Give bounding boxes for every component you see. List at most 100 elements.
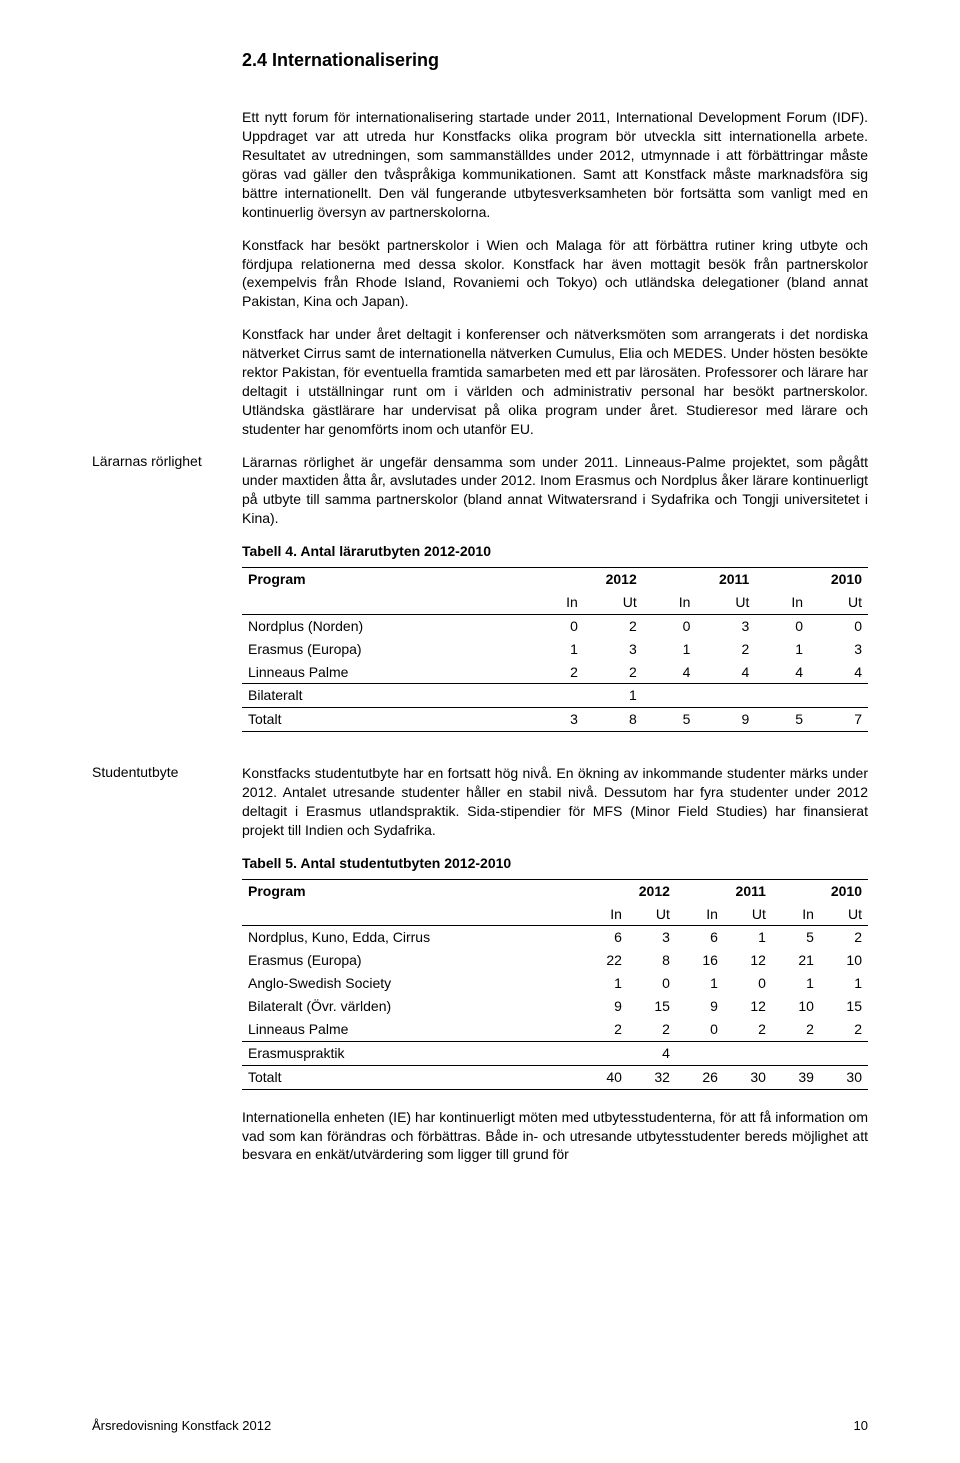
cell: 2 [820, 926, 868, 949]
cell: 26 [676, 1065, 724, 1089]
cell: 15 [628, 995, 676, 1018]
cell: 2 [580, 1018, 628, 1041]
table-header-row: Program 2012 2011 2010 [242, 568, 868, 591]
cell: 40 [580, 1065, 628, 1089]
row-label: Linneaus Palme [242, 661, 530, 684]
margin-label-student: Studentutbyte [92, 764, 242, 780]
cell [755, 684, 809, 708]
table-row: Nordplus (Norden)020300 [242, 614, 868, 637]
cell: 6 [580, 926, 628, 949]
cell: 2 [696, 638, 755, 661]
cell: 1 [530, 638, 584, 661]
col-blank [242, 591, 530, 614]
heading-col: 2.4 Internationalisering [242, 48, 868, 94]
table-row: Bilateralt (Övr. världen)9159121015 [242, 995, 868, 1018]
col-blank [242, 903, 580, 926]
section-heading: 2.4 Internationalisering [242, 48, 868, 72]
cell: 15 [820, 995, 868, 1018]
cell: 2 [772, 1018, 820, 1041]
footer-page-number: 10 [854, 1418, 868, 1433]
cell: 4 [809, 661, 868, 684]
cell [580, 1041, 628, 1065]
row-label: Bilateralt (Övr. världen) [242, 995, 580, 1018]
col-year: 2011 [643, 568, 756, 591]
margin-label-teachers: Lärarnas rörlighet [92, 453, 242, 469]
cell [724, 1041, 772, 1065]
teachers-mobility-block: Lärarnas rörlighet Lärarnas rörlighet är… [92, 453, 868, 751]
cell: 5 [643, 708, 697, 732]
table-row: Erasmus (Europa)22816122110 [242, 949, 868, 972]
cell: 1 [643, 638, 697, 661]
col-year: 2011 [676, 879, 772, 902]
cell: 2 [584, 614, 643, 637]
cell: 2 [628, 1018, 676, 1041]
cell: 1 [820, 972, 868, 995]
table4-body: Nordplus (Norden)020300 Erasmus (Europa)… [242, 614, 868, 731]
cell: 0 [809, 614, 868, 637]
cell: 0 [643, 614, 697, 637]
row-label: Totalt [242, 1065, 580, 1089]
table-row: Linneaus Palme220222 [242, 1018, 868, 1041]
col-sub: Ut [628, 903, 676, 926]
cell: 9 [676, 995, 724, 1018]
table-row: Bilateralt1 [242, 684, 868, 708]
row-label: Erasmus (Europa) [242, 638, 530, 661]
cell: 8 [584, 708, 643, 732]
cell: 1 [755, 638, 809, 661]
cell: 3 [628, 926, 676, 949]
cell: 5 [772, 926, 820, 949]
col-sub: In [643, 591, 697, 614]
cell: 22 [580, 949, 628, 972]
body-text: Ett nytt forum för internationalisering … [242, 108, 868, 438]
cell: 0 [755, 614, 809, 637]
cell: 16 [676, 949, 724, 972]
cell: 39 [772, 1065, 820, 1089]
cell: 1 [584, 684, 643, 708]
paragraph: Internationella enheten (IE) har kontinu… [242, 1108, 868, 1165]
cell [809, 684, 868, 708]
table-total-row: Totalt403226303930 [242, 1065, 868, 1089]
body-text: Konstfacks studentutbyte har en fortsatt… [242, 764, 868, 1164]
cell: 3 [809, 638, 868, 661]
paragraph: Ett nytt forum för internationalisering … [242, 108, 868, 221]
page: 2.4 Internationalisering Ett nytt forum … [0, 0, 960, 1463]
cell: 32 [628, 1065, 676, 1089]
page-footer: Årsredovisning Konstfack 2012 10 [92, 1418, 868, 1433]
cell: 30 [820, 1065, 868, 1089]
cell: 12 [724, 949, 772, 972]
col-year: 2010 [755, 568, 868, 591]
cell: 12 [724, 995, 772, 1018]
col-sub: In [580, 903, 628, 926]
col-sub: Ut [584, 591, 643, 614]
cell [772, 1041, 820, 1065]
table-row: Anglo-Swedish Society101011 [242, 972, 868, 995]
table5: Program 2012 2011 2010 In Ut In Ut In Ut [242, 879, 868, 1090]
cell: 2 [820, 1018, 868, 1041]
col-sub: In [530, 591, 584, 614]
cell: 9 [580, 995, 628, 1018]
cell: 21 [772, 949, 820, 972]
table4-caption: Tabell 4. Antal lärarutbyten 2012-2010 [242, 542, 868, 561]
col-program: Program [242, 879, 580, 902]
table-row: Linneaus Palme224444 [242, 661, 868, 684]
row-label: Nordplus (Norden) [242, 614, 530, 637]
cell: 7 [809, 708, 868, 732]
table5-body: Nordplus, Kuno, Edda, Cirrus636152 Erasm… [242, 926, 868, 1089]
cell: 10 [820, 949, 868, 972]
cell: 2 [584, 661, 643, 684]
row-label: Linneaus Palme [242, 1018, 580, 1041]
cell [676, 1041, 724, 1065]
footer-left: Årsredovisning Konstfack 2012 [92, 1418, 271, 1433]
cell: 9 [696, 708, 755, 732]
cell: 4 [628, 1041, 676, 1065]
row-label: Erasmus (Europa) [242, 949, 580, 972]
table-row: Nordplus, Kuno, Edda, Cirrus636152 [242, 926, 868, 949]
col-sub: In [772, 903, 820, 926]
cell: 2 [724, 1018, 772, 1041]
col-year: 2012 [580, 879, 676, 902]
cell [643, 684, 697, 708]
col-sub: Ut [809, 591, 868, 614]
cell: 1 [724, 926, 772, 949]
col-sub: In [676, 903, 724, 926]
cell: 1 [676, 972, 724, 995]
